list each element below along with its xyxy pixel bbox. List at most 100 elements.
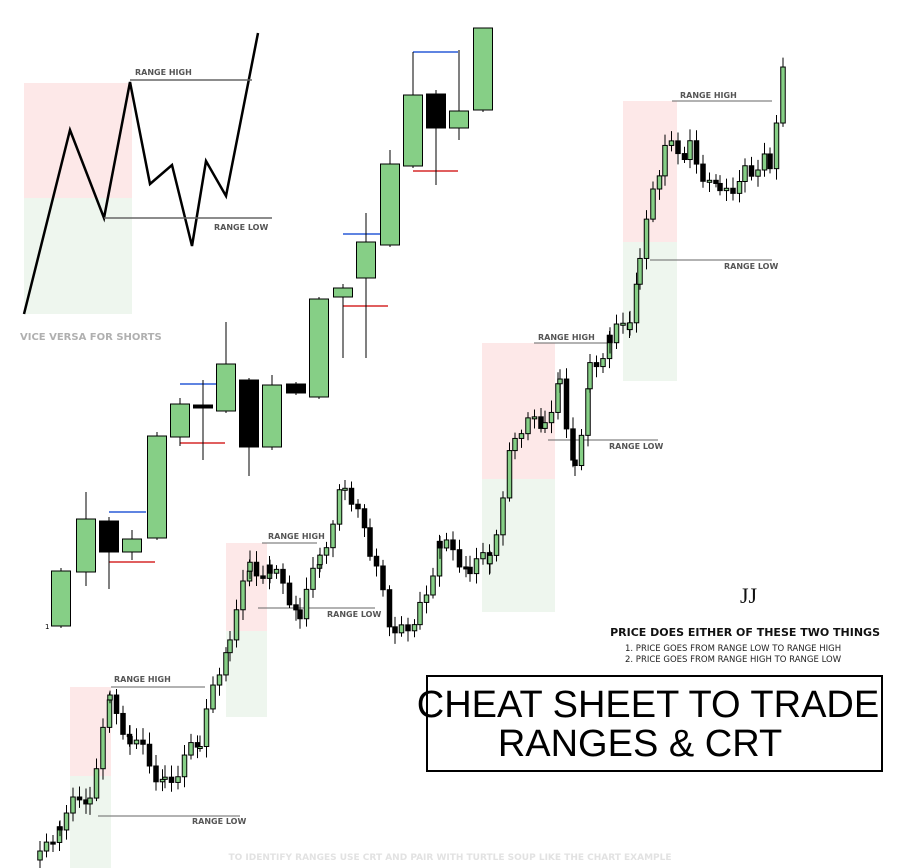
candle-body xyxy=(572,459,578,467)
candle-body xyxy=(423,594,430,603)
range-low-label: RANGE LOW xyxy=(327,610,381,619)
candle-body xyxy=(140,739,146,745)
marker: 1 xyxy=(45,623,49,631)
candle-body xyxy=(480,552,486,560)
candle-body xyxy=(216,674,223,686)
candle-body xyxy=(627,322,633,331)
candle-body xyxy=(730,187,736,194)
candle-body xyxy=(518,433,525,439)
candle-body xyxy=(293,604,299,611)
candle-body xyxy=(50,841,56,845)
premium-zone xyxy=(482,343,555,479)
candle-body xyxy=(662,144,668,177)
candle-body xyxy=(548,411,555,424)
candle-body xyxy=(297,609,303,620)
candle-body xyxy=(233,609,240,641)
candle-body xyxy=(93,768,100,799)
candle-body xyxy=(223,652,229,676)
candle-body xyxy=(240,580,246,611)
candle-body xyxy=(403,94,423,167)
candle-body xyxy=(563,378,570,430)
range-high-label: RANGE HIGH xyxy=(114,675,171,684)
candle-body xyxy=(723,187,730,192)
candle-body xyxy=(687,140,693,161)
candle-body xyxy=(467,566,473,575)
candle-body xyxy=(449,110,469,129)
candle-body xyxy=(303,588,310,620)
candle-body xyxy=(525,417,531,435)
candle-body xyxy=(633,283,640,324)
candle-body xyxy=(280,568,286,584)
premium-zone xyxy=(226,543,267,631)
candle-body xyxy=(356,241,376,279)
candle-body xyxy=(210,684,216,710)
candle-body xyxy=(70,796,76,814)
candle-body xyxy=(197,746,203,750)
candle-body xyxy=(607,334,613,344)
candle-body xyxy=(247,561,253,572)
candle-body xyxy=(355,503,361,510)
candle-body xyxy=(76,796,83,801)
candle-body xyxy=(286,383,306,394)
candle-body xyxy=(361,508,368,529)
candle-body xyxy=(531,416,538,420)
candle-body xyxy=(761,153,768,171)
candle-body xyxy=(309,298,329,398)
candle-body xyxy=(253,561,260,577)
candle-body xyxy=(203,708,210,748)
candles xyxy=(37,27,786,868)
candle-body xyxy=(76,518,96,573)
candle-body xyxy=(585,388,591,436)
price-path xyxy=(22,32,260,315)
range-high-label: RANGE HIGH xyxy=(268,532,325,541)
candle-body xyxy=(216,363,236,412)
candle-body xyxy=(380,565,386,591)
candle-body xyxy=(656,175,663,190)
candle-body xyxy=(717,182,723,192)
candle-body xyxy=(386,589,393,628)
candle-body xyxy=(755,169,761,177)
candle-body xyxy=(330,523,336,549)
candle-body xyxy=(113,694,120,714)
range-high-label: RANGE HIGH xyxy=(135,68,192,77)
candle-body xyxy=(99,520,119,553)
candle-body xyxy=(37,850,43,861)
candle-body xyxy=(706,179,713,183)
candle-body xyxy=(170,403,190,438)
candle-body xyxy=(43,841,50,852)
candle-body xyxy=(133,739,140,745)
discount-zone xyxy=(226,631,267,717)
candle-body xyxy=(767,153,773,170)
candle-body xyxy=(780,66,786,124)
candle-body xyxy=(587,362,593,390)
candle-body xyxy=(443,539,450,549)
candle-body xyxy=(100,726,106,770)
discount-zone xyxy=(482,479,555,612)
candle-body xyxy=(373,555,380,567)
candle-body xyxy=(260,575,266,579)
candle-body xyxy=(273,568,280,574)
candle-body xyxy=(487,554,493,565)
candle-body xyxy=(122,538,142,553)
info-point: 1. PRICE GOES FROM RANGE LOW TO RANGE HI… xyxy=(625,644,841,654)
candle-body xyxy=(506,450,513,499)
candle-body xyxy=(120,712,126,735)
candle-body xyxy=(512,437,518,452)
candle-body xyxy=(392,626,398,634)
candle-body xyxy=(437,540,443,549)
candle-body xyxy=(333,287,353,298)
candle-body xyxy=(426,93,446,129)
candle-body xyxy=(336,489,343,525)
candle-body xyxy=(342,487,348,491)
candle-body xyxy=(63,812,70,831)
candle-body xyxy=(637,257,643,285)
range-low-label: RANGE LOW xyxy=(192,817,246,826)
candle-body xyxy=(188,742,194,756)
candle-body xyxy=(736,181,743,194)
candle-body xyxy=(175,776,181,783)
candle-body xyxy=(613,323,620,344)
candle-body xyxy=(51,570,71,627)
candle-body xyxy=(323,547,330,556)
range-high-label: RANGE HIGH xyxy=(680,91,737,100)
premium-zone xyxy=(24,83,132,198)
